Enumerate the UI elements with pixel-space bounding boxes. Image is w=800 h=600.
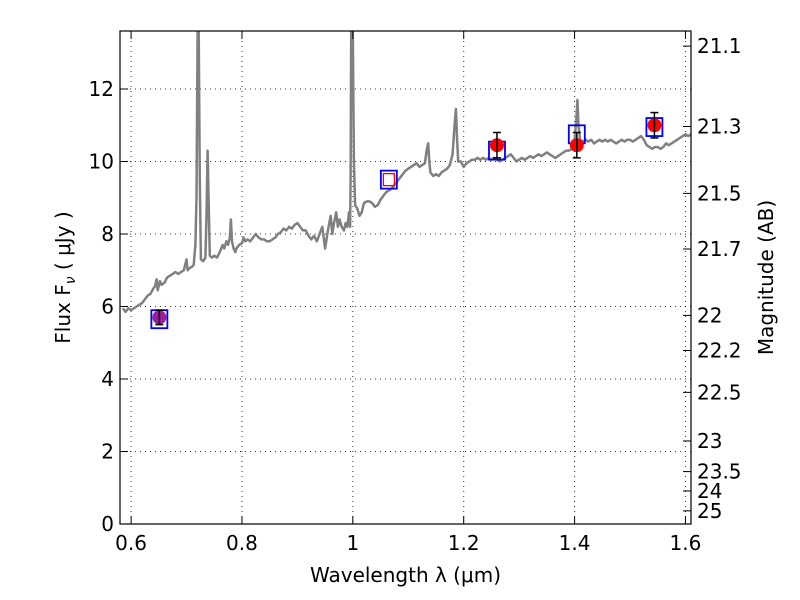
y-tick-label: 10 [89,150,114,174]
model-square-marker [379,169,398,190]
x-axis-label: Wavelength λ (μm) [310,563,501,587]
mag-tick-label: 22 [697,303,722,327]
mag-tick-label: 21.5 [697,181,742,205]
y-tick-label: 6 [101,295,114,319]
grid-lines [120,31,691,524]
x-tick-label: 1.4 [559,531,591,555]
x-tick-label: 0.6 [115,531,147,555]
mag-tick-label: 22.5 [697,380,742,404]
mag-tick-label: 25 [697,499,722,523]
mag-tick-label: 21.3 [697,115,742,139]
y-tick-label: 0 [101,512,114,536]
mag-tick-label: 22.2 [697,338,742,362]
mag-tick-label: 21.7 [697,237,742,261]
mag-tick-label: 24 [697,479,722,503]
y-tick-label: 2 [101,440,114,464]
y-tick-label: 4 [101,367,114,391]
x-tick-label: 0.8 [226,531,258,555]
y-axis-label-unit: ( μJy ) [51,211,75,276]
tick-labels: 0.6 0.8 1 1.2 1.4 1.602468101221.121.321.521.… [89,34,742,555]
x-tick-label: 1.2 [448,531,480,555]
spectrum-line [121,31,691,314]
y-tick-label: 8 [101,222,114,246]
x-tick-label: 1.6 [670,531,702,555]
y-axis-label-subscript: ν [63,276,79,284]
plot-frame [119,30,692,525]
photometry-points [150,111,664,330]
mag-tick-label: 21.1 [697,34,742,58]
upper-limit-marker [382,172,396,187]
x-tick-label: 1 [346,531,359,555]
y-tick-label: 12 [89,77,114,101]
y-axis-label: Flux Fν ( μJy ) [51,211,79,343]
y-axis-label-main: Flux F [51,284,75,343]
axis-ticks [120,31,691,525]
spectrum-series [121,31,691,314]
y2-axis-label: Magnitude (AB) [754,200,778,355]
mag-tick-label: 23.5 [697,460,742,484]
mag-tick-label: 23 [697,429,722,453]
